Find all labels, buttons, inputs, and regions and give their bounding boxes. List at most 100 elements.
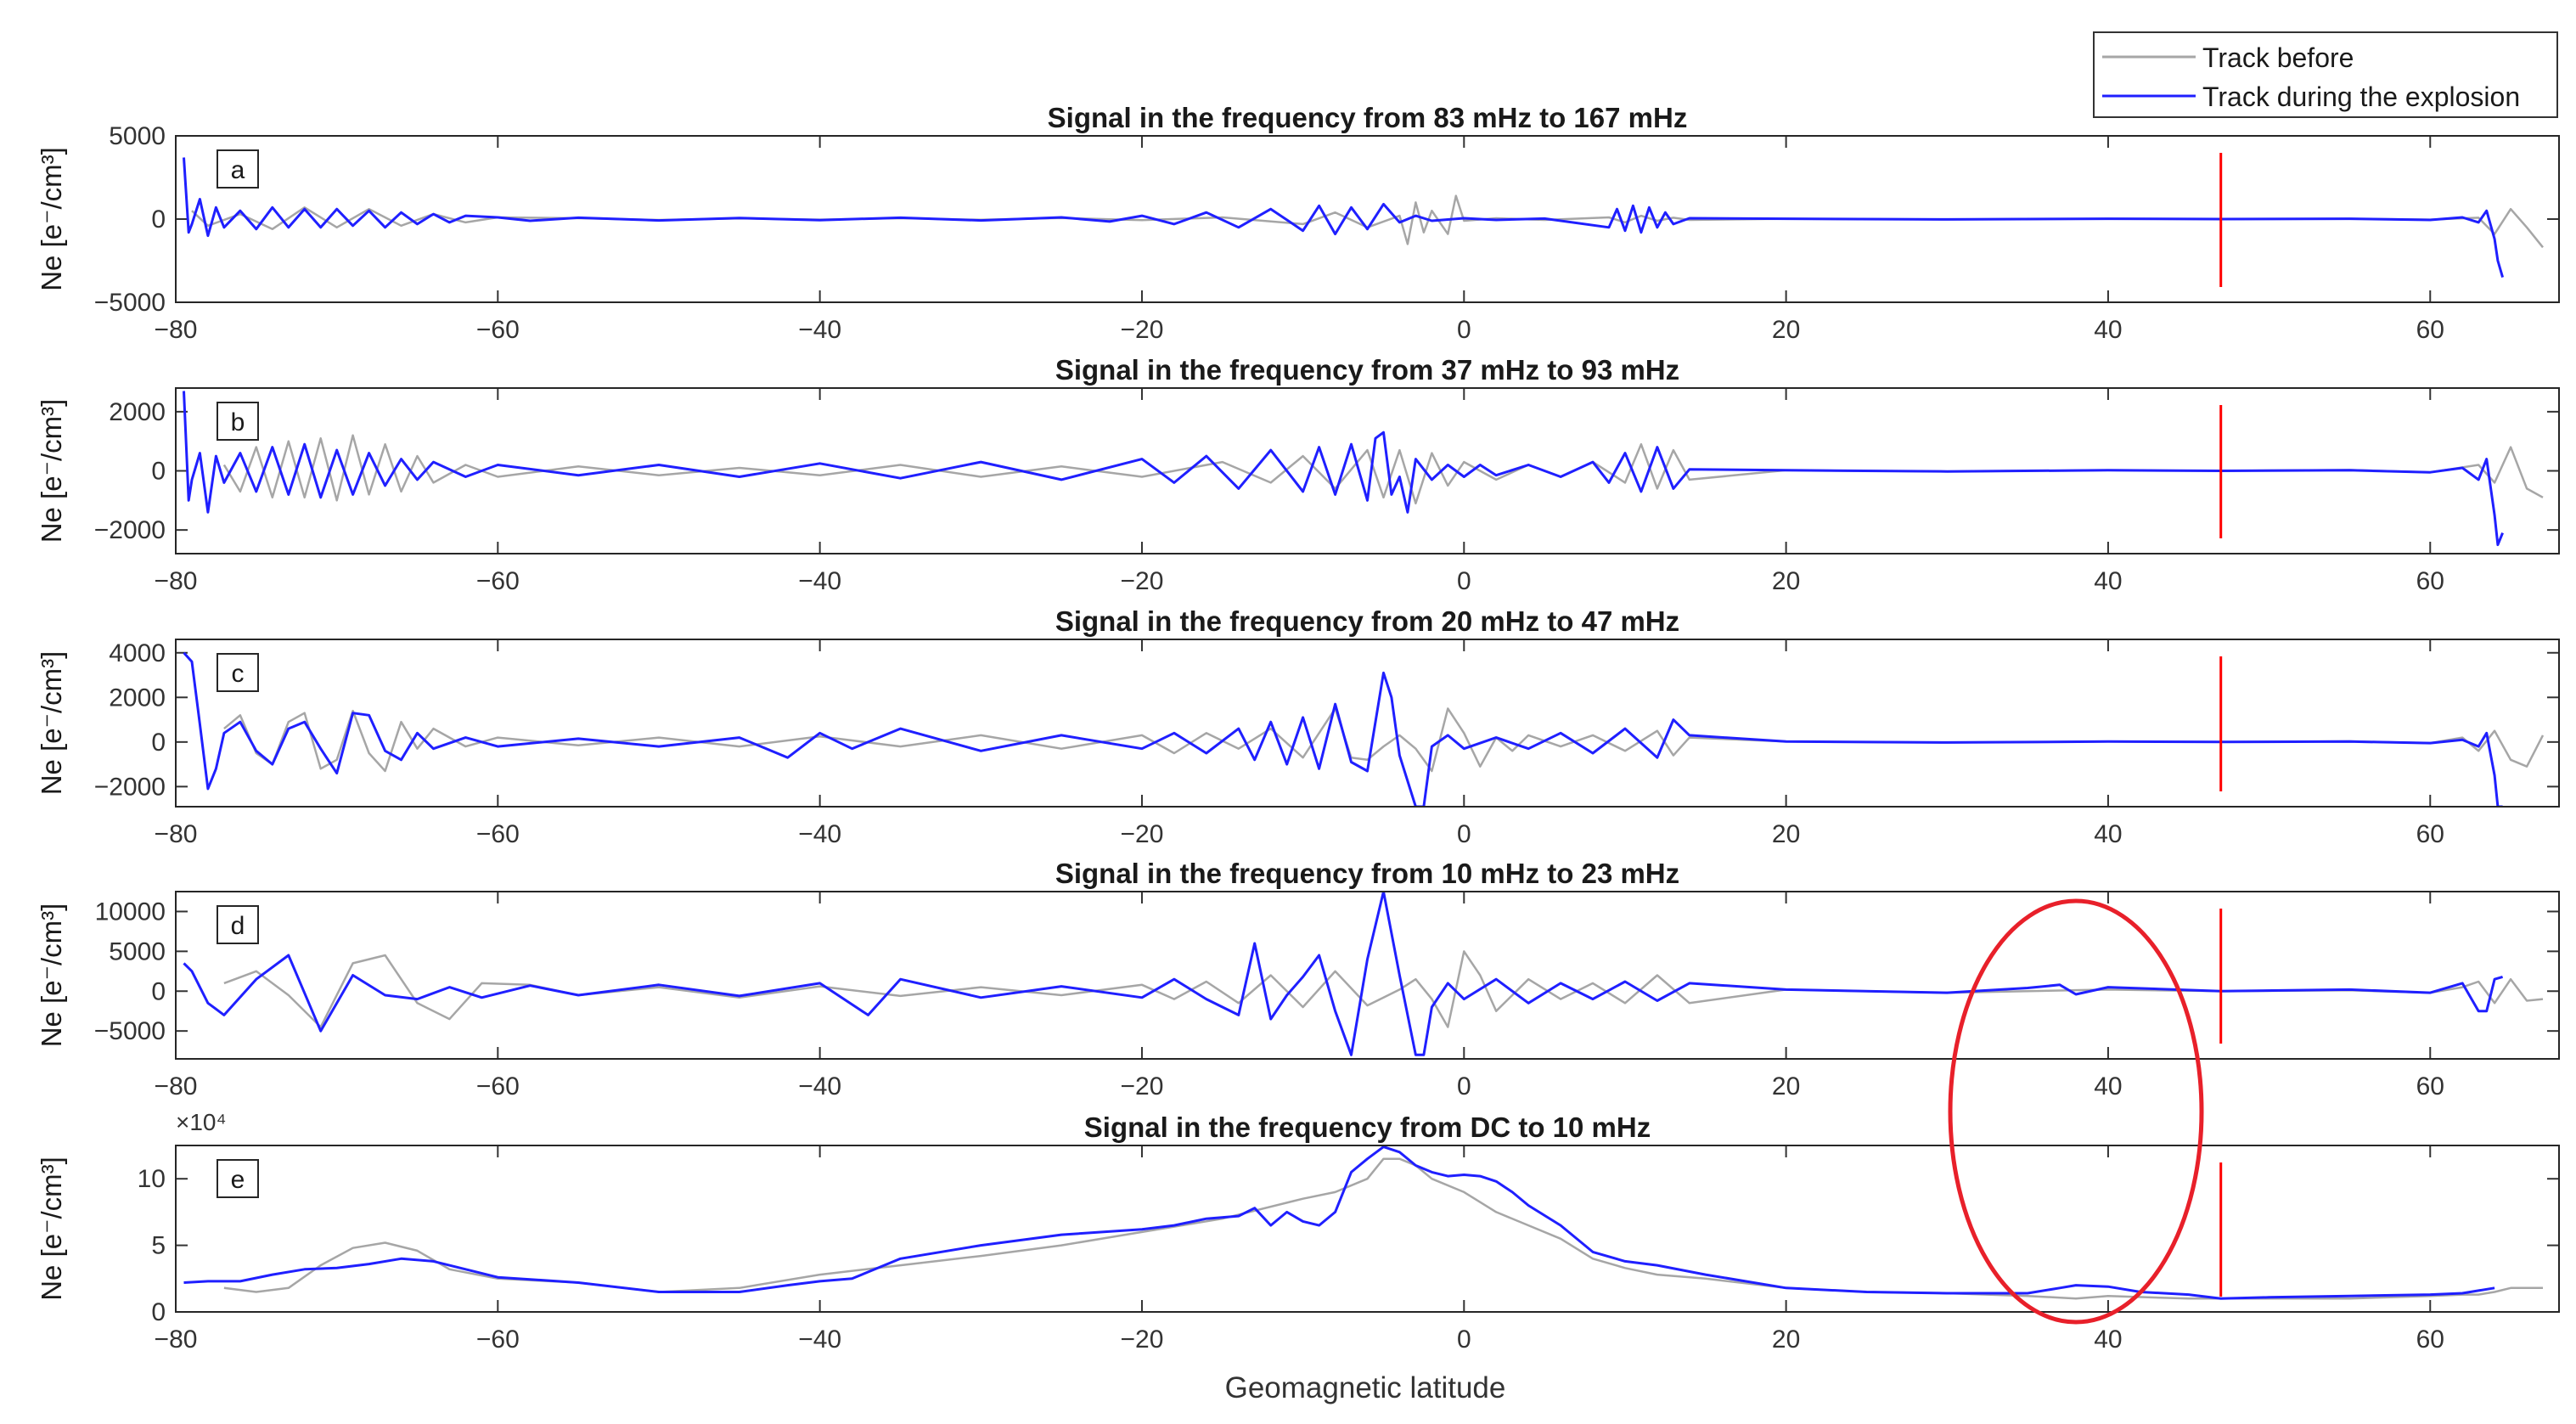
panel-e: 0 5 10 −80 −60 −40 −20 0 20 40 60 e Signal in the fr… [36, 1109, 2560, 1354]
x-tick-label: 40 [2094, 1072, 2122, 1100]
panel-title: Signal in the frequency from 20 mHz to 4… [1055, 605, 1679, 637]
y-tick-label: 10 [138, 1165, 166, 1193]
panel-label: c [232, 660, 245, 688]
panel-b: −2000 0 2000 −80 −60 −40 −20 0 20 40 60 b Signal in … [36, 354, 2560, 595]
series-track-during [183, 157, 2505, 279]
x-tick-label: 0 [1457, 820, 1471, 848]
panel-label-box [217, 653, 259, 692]
panel-c: −2000 0 2000 4000 −80 −60 −40 −20 0 20 40 60 c Signal… [36, 605, 2560, 848]
panel-label-box [217, 1159, 259, 1198]
x-tick-label: 0 [1457, 1072, 1471, 1100]
x-tick-label: −80 [155, 567, 198, 595]
y-tick-label: 4000 [109, 639, 166, 667]
axes-frame [175, 135, 2560, 303]
panel-label: b [231, 408, 245, 436]
series-track-during [183, 651, 2503, 807]
x-tick-label: 0 [1457, 567, 1471, 595]
x-tick-label: 20 [1772, 1326, 1800, 1354]
panel-d: −5000 0 5000 10000 −80 −60 −40 −20 0 20 40 60 d Signa… [36, 858, 2560, 1100]
legend-box [2093, 31, 2558, 118]
panel-title: Signal in the frequency from DC to 10 mH… [1084, 1112, 1651, 1143]
legend: Track before Track during the explosion [2093, 31, 2558, 118]
x-tick-label: 20 [1772, 567, 1800, 595]
x-tick-label: 20 [1772, 820, 1800, 848]
x-tick-label: −80 [155, 1326, 198, 1354]
x-tick-label: −20 [1121, 567, 1164, 595]
x-tick-label: −60 [476, 1326, 520, 1354]
x-tick-label: −20 [1121, 1072, 1164, 1100]
legend-label-track-during: Track during the explosion [2202, 82, 2520, 112]
panel-a: −5000 0 5000 −80 −60 −40 −20 0 20 40 60 a Signal in … [36, 102, 2560, 344]
y-tick-label: −2000 [94, 773, 166, 801]
y-tick-label: 0 [151, 458, 166, 486]
axes-frame [175, 891, 2560, 1060]
x-tick-label: 40 [2094, 567, 2122, 595]
axes-frame [175, 639, 2560, 808]
highlight-ellipse [1948, 898, 2204, 1325]
y-axis-label: Ne [e⁻/cm³] [36, 651, 67, 796]
series-track-before [222, 434, 2544, 505]
y-tick-label: 5 [151, 1232, 166, 1260]
panel-title: Signal in the frequency from 83 mHz to 1… [1048, 102, 1688, 133]
y-tick-label: 0 [151, 729, 166, 757]
y-tick-label: 10000 [95, 898, 166, 926]
series-track-during [183, 1145, 2495, 1300]
axes-frame [175, 387, 2560, 554]
y-tick-label: 5000 [109, 937, 166, 965]
x-tick-label: −60 [476, 567, 520, 595]
x-tick-label: −80 [155, 1072, 198, 1100]
x-tick-label: 60 [2416, 1072, 2444, 1100]
x-tick-label: −40 [798, 567, 841, 595]
legend-label-track-before: Track before [2202, 42, 2354, 73]
series-track-during [183, 391, 2504, 547]
y-axis-label: Ne [e⁻/cm³] [36, 147, 67, 291]
y-axis-label: Ne [e⁻/cm³] [36, 903, 67, 1048]
y-axis-label: Ne [e⁻/cm³] [36, 399, 67, 543]
x-tick-label: 0 [1457, 316, 1471, 344]
x-tick-label: −40 [798, 1072, 841, 1100]
panel-label: d [231, 912, 245, 940]
x-tick-label: −40 [798, 316, 841, 344]
x-tick-label: −60 [476, 1072, 520, 1100]
series-track-during [183, 892, 2504, 1056]
y-tick-label: −2000 [94, 516, 166, 544]
x-tick-label: 20 [1772, 1072, 1800, 1100]
x-tick-label: −20 [1121, 1326, 1164, 1354]
x-tick-label: −60 [476, 820, 520, 848]
panel-label-box [217, 402, 259, 441]
panel-label-box [217, 149, 259, 189]
panel-title: Signal in the frequency from 37 mHz to 9… [1055, 354, 1679, 386]
x-tick-label: 60 [2416, 1326, 2444, 1354]
x-tick-label: −40 [798, 820, 841, 848]
x-tick-label: 20 [1772, 316, 1800, 344]
y-axis-label: Ne [e⁻/cm³] [36, 1157, 67, 1301]
x-tick-label: 0 [1457, 1326, 1471, 1354]
x-axis-label: Geomagnetic latitude [1225, 1371, 1506, 1404]
y-tick-label: 0 [151, 205, 166, 234]
x-tick-label: 40 [2094, 1326, 2122, 1354]
panel-label: a [231, 156, 245, 184]
panel-title: Signal in the frequency from 10 mHz to 2… [1055, 858, 1679, 889]
panel-label: e [231, 1166, 245, 1194]
x-tick-label: −80 [155, 316, 198, 344]
y-tick-label: 5000 [109, 122, 166, 150]
x-tick-label: 60 [2416, 820, 2444, 848]
x-tick-label: −60 [476, 316, 520, 344]
series-track-before [191, 194, 2544, 249]
x-tick-label: 40 [2094, 820, 2122, 848]
panel-label-box [217, 905, 259, 944]
x-tick-label: 60 [2416, 316, 2444, 344]
x-tick-label: 40 [2094, 316, 2122, 344]
y-tick-label: −5000 [94, 289, 166, 317]
axes-frame [175, 1145, 2560, 1313]
x-tick-label: 60 [2416, 567, 2444, 595]
x-tick-label: −40 [798, 1326, 841, 1354]
y-tick-label: −5000 [94, 1017, 166, 1045]
y-tick-label: 0 [151, 977, 166, 1005]
y-exponent-label: ×10⁴ [176, 1109, 227, 1135]
highlight-layer [1948, 898, 2204, 1325]
x-tick-label: −20 [1121, 820, 1164, 848]
y-tick-label: 2000 [109, 398, 166, 426]
